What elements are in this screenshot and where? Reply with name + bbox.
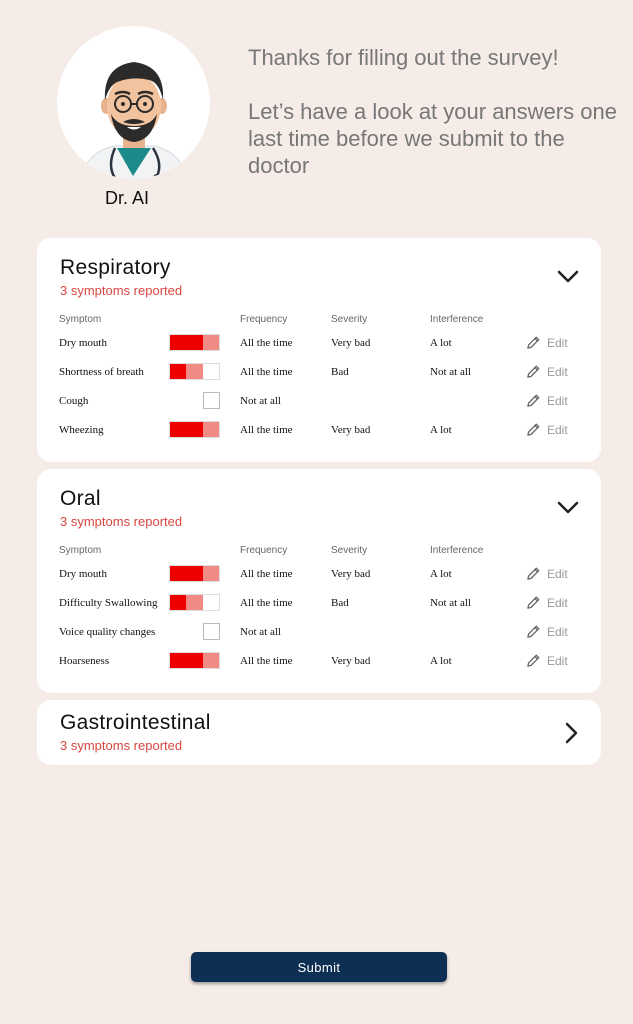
- interference-value: Not at all: [430, 597, 471, 609]
- submit-button[interactable]: Submit: [191, 952, 447, 982]
- section-title: Respiratory: [60, 256, 171, 279]
- section-title: Oral: [60, 487, 101, 510]
- header-interference: Interference: [430, 545, 484, 556]
- severity-value: Very bad: [331, 655, 371, 667]
- severity-indicator: [169, 363, 220, 380]
- edit-button[interactable]: Edit: [526, 594, 568, 611]
- symptom-row: Cough Not at all Edit: [37, 392, 601, 412]
- pencil-icon: [527, 567, 540, 580]
- edit-button[interactable]: Edit: [526, 623, 568, 640]
- doctor-illustration-icon: [79, 62, 189, 179]
- severity-indicator: [203, 392, 220, 409]
- edit-label: Edit: [547, 364, 568, 379]
- edit-label: Edit: [547, 624, 568, 639]
- section-card-oral: Oral 3 symptoms reported Symptom Frequen…: [37, 469, 601, 693]
- severity-indicator: [169, 565, 220, 582]
- frequency-value: Not at all: [240, 395, 281, 407]
- intro-review: Let’s have a look at your answers one la…: [248, 99, 617, 178]
- header-symptom: Symptom: [59, 545, 102, 556]
- doctor-avatar: Dr. AI: [57, 26, 210, 208]
- symptom-name: Dry mouth: [59, 568, 107, 580]
- symptom-name: Shortness of breath: [59, 366, 144, 378]
- symptom-row: Difficulty Swallowing All the time Bad Not …: [37, 594, 601, 614]
- table-header: Symptom Frequency Severity Interference: [37, 314, 601, 328]
- pencil-icon: [527, 365, 540, 378]
- severity-value: Very bad: [331, 424, 371, 436]
- edit-button[interactable]: Edit: [526, 652, 568, 669]
- interference-value: A lot: [430, 568, 452, 580]
- severity-value: Bad: [331, 366, 349, 378]
- interference-value: A lot: [430, 424, 452, 436]
- edit-label: Edit: [547, 653, 568, 668]
- edit-label: Edit: [547, 422, 568, 437]
- severity-indicator: [169, 421, 220, 438]
- header-symptom: Symptom: [59, 314, 102, 325]
- frequency-value: All the time: [240, 424, 293, 436]
- edit-button[interactable]: Edit: [526, 421, 568, 438]
- symptom-row: Dry mouth All the time Very bad A lot Edit: [37, 334, 601, 354]
- frequency-value: All the time: [240, 597, 293, 609]
- interference-value: A lot: [430, 337, 452, 349]
- symptom-row: Wheezing All the time Very bad A lot Edit: [37, 421, 601, 441]
- doctor-avatar-image: [57, 26, 210, 179]
- symptom-name: Cough: [59, 395, 89, 407]
- severity-value: Very bad: [331, 568, 371, 580]
- pencil-icon: [527, 423, 540, 436]
- doctor-name: Dr. AI: [104, 188, 149, 208]
- section-card-respiratory: Respiratory 3 symptoms reported Symptom …: [37, 238, 601, 462]
- symptom-row: Voice quality changes Not at all Edit: [37, 623, 601, 643]
- section-subtitle: 3 symptoms reported: [60, 283, 183, 298]
- intro-message: Thanks for filling out the survey! Let’s…: [248, 44, 618, 206]
- chevron-right-icon[interactable]: [563, 721, 579, 745]
- section-card-gastrointestinal[interactable]: Gastrointestinal 3 symptoms reported: [37, 700, 601, 765]
- frequency-value: All the time: [240, 337, 293, 349]
- severity-value: Very bad: [331, 337, 371, 349]
- chevron-down-icon[interactable]: [556, 269, 580, 285]
- symptom-row: Dry mouth All the time Very bad A lot Edit: [37, 565, 601, 585]
- edit-button[interactable]: Edit: [526, 392, 568, 409]
- frequency-value: All the time: [240, 568, 293, 580]
- intro-thanks: Thanks for filling out the survey!: [248, 45, 559, 70]
- interference-value: Not at all: [430, 366, 471, 378]
- severity-value: Bad: [331, 597, 349, 609]
- pencil-icon: [527, 654, 540, 667]
- edit-label: Edit: [547, 393, 568, 408]
- pencil-icon: [527, 394, 540, 407]
- severity-indicator: [203, 623, 220, 640]
- interference-value: A lot: [430, 655, 452, 667]
- section-subtitle: 3 symptoms reported: [60, 738, 183, 753]
- symptom-name: Dry mouth: [59, 337, 107, 349]
- header-severity: Severity: [331, 545, 368, 556]
- edit-button[interactable]: Edit: [526, 334, 568, 351]
- frequency-value: Not at all: [240, 626, 281, 638]
- severity-indicator: [169, 334, 220, 351]
- edit-label: Edit: [547, 566, 568, 581]
- symptom-name: Hoarseness: [59, 655, 110, 667]
- symptom-row: Hoarseness All the time Very bad A lot Edit: [37, 652, 601, 672]
- edit-button[interactable]: Edit: [526, 363, 568, 380]
- pencil-icon: [527, 596, 540, 609]
- table-header: Symptom Frequency Severity Interference: [37, 545, 601, 559]
- header-frequency: Frequency: [240, 545, 288, 556]
- symptom-name: Difficulty Swallowing: [59, 597, 158, 609]
- edit-label: Edit: [547, 335, 568, 350]
- header-frequency: Frequency: [240, 314, 288, 325]
- severity-indicator: [169, 594, 220, 611]
- symptom-row: Shortness of breath All the time Bad Not at…: [37, 363, 601, 383]
- header-interference: Interference: [430, 314, 484, 325]
- chevron-down-icon[interactable]: [556, 500, 580, 516]
- frequency-value: All the time: [240, 366, 293, 378]
- frequency-value: All the time: [240, 655, 293, 667]
- edit-label: Edit: [547, 595, 568, 610]
- section-title: Gastrointestinal: [60, 711, 211, 734]
- symptom-name: Wheezing: [59, 424, 104, 436]
- section-subtitle: 3 symptoms reported: [60, 514, 183, 529]
- symptom-name: Voice quality changes: [59, 626, 156, 638]
- severity-indicator: [169, 652, 220, 669]
- header-severity: Severity: [331, 314, 368, 325]
- pencil-icon: [527, 336, 540, 349]
- pencil-icon: [527, 625, 540, 638]
- edit-button[interactable]: Edit: [526, 565, 568, 582]
